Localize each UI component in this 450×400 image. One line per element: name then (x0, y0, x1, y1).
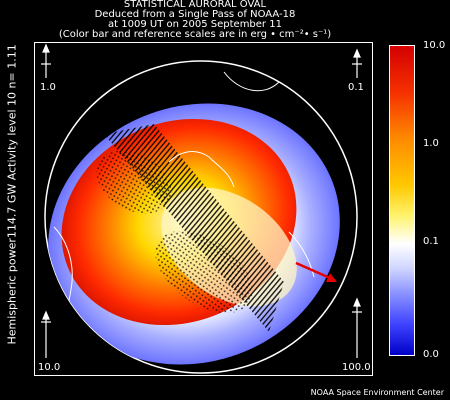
auroral-map (34, 42, 374, 378)
footer-credit: NOAA Space Environment Center (310, 388, 444, 397)
title-line-4: (Color bar and reference scales are in e… (58, 29, 332, 40)
colorbar-tick-0: 0.0 (423, 349, 439, 360)
title-block: STATISTICAL AURORAL OVAL Deduced from a … (0, 0, 390, 40)
title-line-3: at 1009 UT on 2005 September 11 (108, 19, 282, 30)
dotted-region-south (155, 230, 253, 314)
ref-scale-bl-arrow (42, 310, 50, 320)
coastline-east (288, 231, 315, 278)
title-line-1: STATISTICAL AURORAL OVAL (123, 0, 267, 10)
auroral-map-svg (41, 43, 362, 374)
title-line-2: Deduced from a Single Pass of NOAA-18 (94, 9, 296, 20)
colorbar-tick-10: 10.0 (423, 40, 446, 51)
coastline-north (223, 61, 285, 92)
ref-scale-top-left: 1.0 (40, 82, 56, 93)
ref-scale-bottom-left: 10.0 (38, 362, 61, 373)
map-frame (34, 42, 373, 376)
red-arrow-line (295, 261, 331, 280)
ref-scale-tl-arrow (42, 43, 50, 53)
ref-scale-tr-arrow (353, 48, 361, 58)
dotted-region-north (96, 150, 172, 214)
colorbar (389, 45, 415, 356)
colorbar-tick-1: 1.0 (423, 138, 439, 149)
ref-scale-bottom-right: 100.0 (342, 362, 371, 373)
red-arrow-head (326, 273, 337, 282)
hemispheric-power-label: Hemispheric power114.7 GW Activity level… (5, 44, 19, 345)
ref-scale-top-right: 0.1 (348, 82, 364, 93)
ref-scale-br-arrow (353, 297, 361, 307)
colorbar-tick-0-1: 0.1 (423, 236, 439, 247)
coastline-center (168, 151, 235, 188)
